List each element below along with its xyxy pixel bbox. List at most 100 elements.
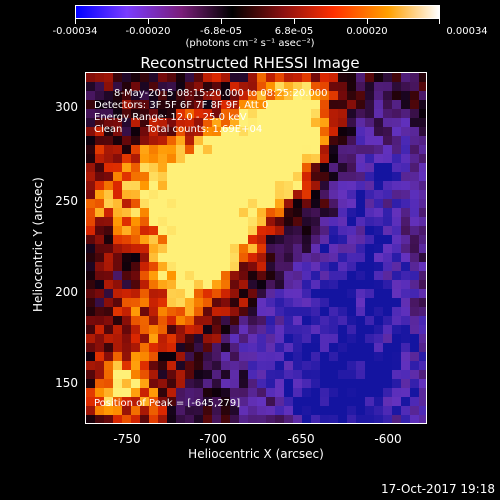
heatmap-cell (176, 325, 186, 335)
heatmap-cell (212, 163, 222, 173)
heatmap-cell (338, 397, 348, 407)
heatmap-cell (95, 154, 105, 164)
heatmap-cell (311, 73, 321, 83)
heatmap-cell (311, 271, 321, 281)
heatmap-cell (311, 406, 321, 416)
heatmap-cell (401, 190, 411, 200)
heatmap-cell (266, 298, 276, 308)
heatmap-cell (239, 82, 249, 92)
heatmap-cell (95, 172, 105, 182)
heatmap-cell (176, 352, 186, 362)
heatmap-cell (203, 199, 213, 209)
heatmap-cell (320, 244, 330, 254)
heatmap-cell (221, 415, 231, 423)
heatmap-cell (122, 181, 132, 191)
heatmap-cell (131, 82, 141, 92)
heatmap-cell (257, 208, 267, 218)
heatmap-cell (104, 334, 114, 344)
heatmap-cell (320, 397, 330, 407)
heatmap-cell (113, 388, 123, 398)
heatmap-cell (356, 109, 366, 119)
heatmap-cell (86, 199, 96, 209)
heatmap-cell (347, 397, 357, 407)
heatmap-cell (401, 118, 411, 128)
heatmap-cell (329, 100, 339, 110)
heatmap-cell (419, 244, 426, 254)
heatmap-cell (176, 127, 186, 137)
heatmap-cell (410, 118, 420, 128)
heatmap-cell (293, 334, 303, 344)
heatmap-cell (284, 154, 294, 164)
heatmap-cell (347, 190, 357, 200)
heatmap-cell (266, 370, 276, 380)
colorbar-tick-label: 0.00020 (346, 26, 388, 37)
heatmap-cell (140, 109, 150, 119)
heatmap-cell (95, 298, 105, 308)
heatmap-cell (392, 154, 402, 164)
heatmap-cell (122, 352, 132, 362)
heatmap-cell (419, 208, 426, 218)
heatmap-cell (329, 118, 339, 128)
heatmap-cell (212, 352, 222, 362)
heatmap-cell (293, 235, 303, 245)
heatmap-cell (158, 271, 168, 281)
heatmap-cell (131, 316, 141, 326)
heatmap-cell (284, 100, 294, 110)
heatmap-cell (104, 163, 114, 173)
heatmap-cell (158, 145, 168, 155)
heatmap-cell (158, 289, 168, 299)
heatmap-cell (149, 118, 159, 128)
heatmap-cell (356, 307, 366, 317)
heatmap-cell (347, 379, 357, 389)
heatmap-cell (356, 226, 366, 236)
heatmap-cell (347, 109, 357, 119)
heatmap-cell (104, 226, 114, 236)
heatmap-cell (410, 136, 420, 146)
heatmap-cell (185, 325, 195, 335)
heatmap-cell (230, 208, 240, 218)
heatmap-cell (392, 244, 402, 254)
heatmap-cell (158, 181, 168, 191)
heatmap-cell (284, 307, 294, 317)
heatmap-cell (95, 253, 105, 263)
heatmap-cell (140, 118, 150, 128)
heatmap-cell (302, 235, 312, 245)
heatmap-cell (302, 91, 312, 101)
heatmap-cell (419, 262, 426, 272)
heatmap-cell (203, 271, 213, 281)
heatmap-cell (410, 379, 420, 389)
heatmap-cell (347, 217, 357, 227)
heatmap-cell (275, 280, 285, 290)
heatmap-cell (293, 289, 303, 299)
heatmap-cell (158, 415, 168, 423)
heatmap-cell (275, 316, 285, 326)
heatmap-cell (329, 334, 339, 344)
heatmap-cell (167, 127, 177, 137)
heatmap-cell (311, 379, 321, 389)
heatmap-cell (302, 226, 312, 236)
heatmap-cell (338, 388, 348, 398)
heatmap-cell (122, 244, 132, 254)
heatmap-cell (221, 289, 231, 299)
heatmap-cell (284, 91, 294, 101)
heatmap-cell (248, 118, 258, 128)
y-tick-label: 150 (55, 376, 78, 390)
heatmap-cell (167, 289, 177, 299)
heatmap-cell (383, 91, 393, 101)
heatmap-cell (275, 118, 285, 128)
heatmap-cell (329, 262, 339, 272)
heatmap-cell (374, 154, 384, 164)
heatmap-cell (86, 316, 96, 326)
info-energy-range: Energy Range: 12.0 - 25.0 keV (94, 112, 247, 123)
image-plot[interactable] (85, 72, 427, 424)
heatmap-cell (140, 370, 150, 380)
heatmap-cell (149, 307, 159, 317)
heatmap-cell (329, 199, 339, 209)
heatmap-cell (383, 217, 393, 227)
heatmap-cell (104, 379, 114, 389)
heatmap-cell (212, 190, 222, 200)
heatmap-cell (86, 172, 96, 182)
heatmap-cell (320, 262, 330, 272)
heatmap-cell (275, 415, 285, 423)
heatmap-cell (392, 415, 402, 423)
